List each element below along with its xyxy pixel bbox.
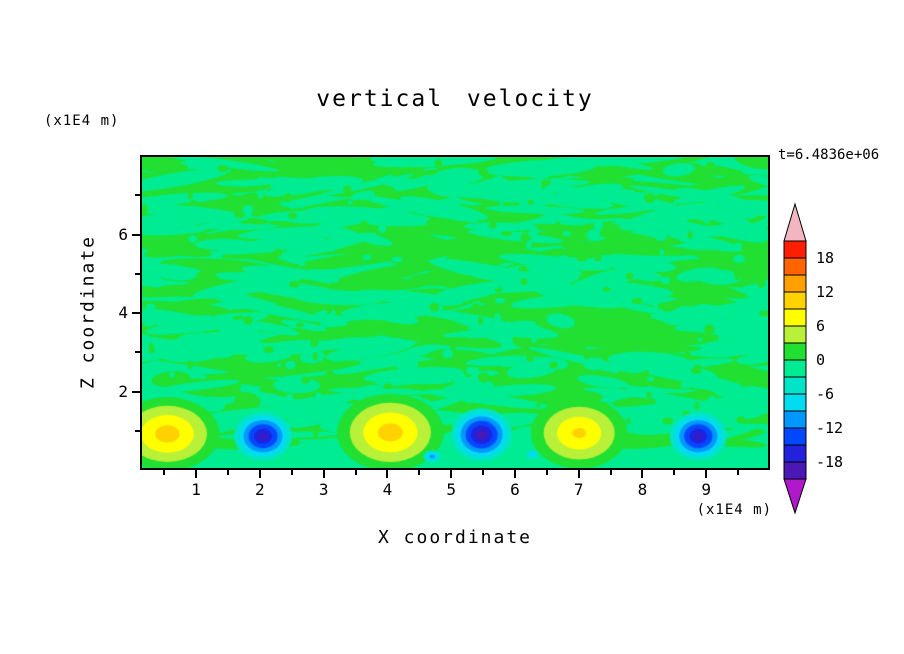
colorbar-band <box>783 427 807 446</box>
x-minor-tick <box>482 470 485 475</box>
x-minor-tick <box>354 470 357 475</box>
colorbar-band <box>783 240 807 259</box>
x-minor-tick <box>737 470 740 475</box>
colorbar-band <box>783 393 807 412</box>
x-major-tick <box>258 470 261 478</box>
x-major-tick <box>641 470 644 478</box>
colorbar-band <box>783 461 807 480</box>
z-minor-tick <box>135 272 140 275</box>
z-minor-tick <box>135 351 140 354</box>
z-minor-tick <box>135 194 140 197</box>
x-minor-tick <box>609 470 612 475</box>
colorbar: 18 12 6 0 -6 -12 -18 <box>783 202 843 515</box>
z-tick-label: 2 <box>118 381 128 401</box>
colorbar-tick-label: 0 <box>816 351 825 369</box>
x-major-tick <box>513 470 516 478</box>
colorbar-tick-label: -18 <box>816 453 843 471</box>
colorbar-tick-label: 12 <box>816 283 834 301</box>
plot-area <box>140 155 770 470</box>
colorbar-band <box>783 291 807 310</box>
x-tick-label: 6 <box>510 480 520 499</box>
x-tick-label: 7 <box>573 480 584 499</box>
y-axis-unit-label: (x1E4 m) <box>44 113 120 129</box>
colorbar-band <box>783 376 807 395</box>
z-minor-tick <box>135 429 140 432</box>
colorbar-band <box>783 410 807 429</box>
x-tick-label: 3 <box>318 480 329 499</box>
x-major-tick <box>195 470 198 478</box>
z-tick-label: 4 <box>118 303 128 323</box>
x-minor-tick <box>418 470 421 475</box>
x-axis-title: X coordinate <box>377 527 533 548</box>
time-annotation: t=6.4836e+06 <box>778 147 880 163</box>
colorbar-tick-label: 6 <box>816 317 825 335</box>
colorbar-under-arrow <box>783 478 807 515</box>
colorbar-band <box>783 325 807 344</box>
x-tick-label: 9 <box>701 480 712 499</box>
x-tick-label: 2 <box>255 480 265 499</box>
colorbar-band <box>783 342 807 361</box>
colorbar-tick-label: 18 <box>816 249 834 267</box>
colorbar-over-arrow <box>783 202 807 242</box>
colorbar-band <box>783 274 807 293</box>
x-axis-unit-label: (x1E4 m) <box>696 502 772 518</box>
x-minor-tick <box>545 470 548 475</box>
contour-field-canvas <box>142 157 768 468</box>
colorbar-band <box>783 444 807 463</box>
x-major-tick <box>705 470 708 478</box>
x-tick-label: 8 <box>637 480 648 499</box>
x-minor-tick <box>290 470 293 475</box>
colorbar-band <box>783 257 807 276</box>
z-major-tick <box>132 312 140 315</box>
colorbar-band <box>783 359 807 378</box>
colorbar-tick-label: -12 <box>816 419 843 437</box>
x-minor-tick <box>226 470 229 475</box>
z-major-tick <box>132 390 140 393</box>
x-minor-tick <box>163 470 166 475</box>
plot-title: vertical velocity <box>316 86 594 112</box>
x-tick-label: 4 <box>382 480 393 499</box>
x-tick-label: 1 <box>191 480 201 499</box>
x-minor-tick <box>673 470 676 475</box>
x-tick-label: 5 <box>446 480 456 499</box>
x-major-tick <box>386 470 389 478</box>
x-major-tick <box>322 470 325 478</box>
colorbar-tick-label: -6 <box>816 385 834 403</box>
x-major-tick <box>450 470 453 478</box>
y-axis-title: Z coordinate <box>77 234 99 390</box>
z-major-tick <box>132 233 140 236</box>
colorbar-band <box>783 308 807 327</box>
x-major-tick <box>577 470 580 478</box>
z-tick-label: 6 <box>118 224 128 244</box>
